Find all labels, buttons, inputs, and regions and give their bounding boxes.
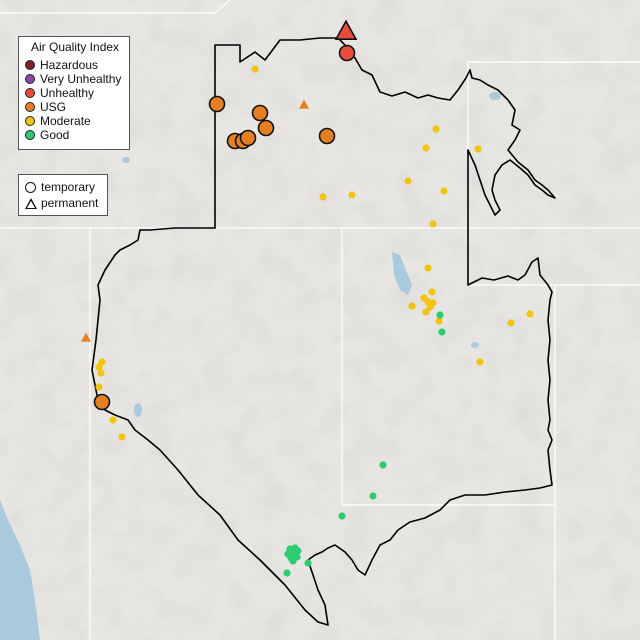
site-marker-small-moderate bbox=[429, 299, 437, 307]
site-marker-temporary-usg bbox=[208, 95, 226, 113]
site-marker-small-moderate bbox=[526, 310, 534, 318]
site-marker-small-moderate bbox=[118, 433, 126, 441]
legend-label: Very Unhealthy bbox=[40, 72, 122, 86]
lake-small-3 bbox=[471, 342, 479, 348]
site-marker-small-moderate bbox=[408, 302, 416, 310]
legend-item-temporary: temporary bbox=[25, 180, 95, 194]
site-marker-small-moderate bbox=[319, 193, 327, 201]
great-salt-lake bbox=[392, 252, 412, 295]
site-marker-small-moderate bbox=[476, 358, 484, 366]
usg-swatch bbox=[25, 102, 35, 112]
legend-item-usg: USG bbox=[25, 100, 66, 114]
site-marker-small-good bbox=[289, 557, 297, 565]
site-marker-small-moderate bbox=[97, 369, 105, 377]
aqi-legend-title: Air Quality Index bbox=[31, 40, 120, 54]
legend-label: permanent bbox=[41, 196, 99, 210]
site-marker-small-good bbox=[294, 547, 302, 555]
lake-west bbox=[134, 403, 142, 417]
site-marker-small-moderate bbox=[109, 416, 117, 424]
site-marker-temporary-unhealthy bbox=[338, 44, 356, 62]
site-marker-small-moderate bbox=[424, 264, 432, 272]
site-marker-small-moderate bbox=[422, 144, 430, 152]
hazardous-swatch bbox=[25, 60, 35, 70]
state-line-7 bbox=[0, 0, 231, 14]
very-unhealthy-swatch bbox=[25, 74, 35, 84]
good-swatch bbox=[25, 130, 35, 140]
lakes bbox=[122, 92, 501, 417]
legend-item-unhealthy: Unhealthy bbox=[25, 86, 94, 100]
site-marker-small-moderate bbox=[507, 319, 515, 327]
circle-icon bbox=[25, 181, 36, 193]
site-marker-small-moderate bbox=[404, 177, 412, 185]
site-marker-small-good bbox=[283, 569, 291, 577]
legend-label: temporary bbox=[41, 180, 96, 194]
legend-label: USG bbox=[40, 100, 67, 114]
site-marker-temporary-usg bbox=[318, 127, 336, 145]
site-marker-small-moderate bbox=[429, 220, 437, 228]
triangle-icon bbox=[25, 197, 37, 209]
site-marker-permanent-usg bbox=[299, 99, 309, 109]
legend-item-good: Good bbox=[25, 128, 69, 142]
site-marker-small-good bbox=[304, 559, 312, 567]
monitoring-sites bbox=[81, 19, 534, 577]
site-marker-small-good bbox=[338, 512, 346, 520]
site-marker-small-moderate bbox=[474, 145, 482, 153]
site-marker-small-moderate bbox=[422, 308, 430, 316]
lake-small-1 bbox=[122, 157, 130, 163]
legend-item-very-unhealthy: Very Unhealthy bbox=[25, 72, 121, 86]
legend-item-moderate: Moderate bbox=[25, 114, 91, 128]
site-marker-small-good bbox=[436, 311, 444, 319]
aqi-legend: Air Quality Index Hazardous Very Unhealt… bbox=[18, 36, 130, 150]
site-marker-small-moderate bbox=[251, 65, 259, 73]
site-marker-small-moderate bbox=[348, 191, 356, 199]
ocean bbox=[0, 500, 40, 640]
site-marker-small-good bbox=[438, 328, 446, 336]
site-marker-temporary-usg bbox=[251, 104, 269, 122]
legend-label: Hazardous bbox=[40, 58, 99, 72]
site-marker-small-moderate bbox=[435, 317, 443, 325]
site-marker-small-good bbox=[284, 550, 292, 558]
legend-item-hazardous: Hazardous bbox=[25, 58, 98, 72]
site-marker-temporary-usg bbox=[257, 119, 275, 137]
legend-label: Moderate bbox=[40, 114, 91, 128]
legend-item-permanent: permanent bbox=[25, 196, 98, 210]
site-marker-small-moderate bbox=[428, 288, 436, 296]
site-marker-small-moderate bbox=[440, 187, 448, 195]
site-marker-small-moderate bbox=[432, 125, 440, 133]
site-type-legend: temporary permanent bbox=[18, 174, 108, 216]
site-marker-permanent-usg bbox=[81, 332, 91, 342]
legend-label: Unhealthy bbox=[40, 86, 95, 100]
moderate-swatch bbox=[25, 116, 35, 126]
legend-label: Good bbox=[40, 128, 70, 142]
site-marker-permanent-unhealthy bbox=[334, 19, 358, 41]
region-outline bbox=[91, 37, 556, 626]
unhealthy-swatch bbox=[25, 88, 35, 98]
site-marker-small-good bbox=[369, 492, 377, 500]
site-marker-small-good bbox=[379, 461, 387, 469]
site-marker-temporary-usg bbox=[93, 393, 111, 411]
site-marker-small-moderate bbox=[95, 383, 103, 391]
site-marker-small-moderate bbox=[95, 363, 103, 371]
site-marker-temporary-usg bbox=[239, 129, 257, 147]
lake-small-2 bbox=[489, 92, 501, 100]
